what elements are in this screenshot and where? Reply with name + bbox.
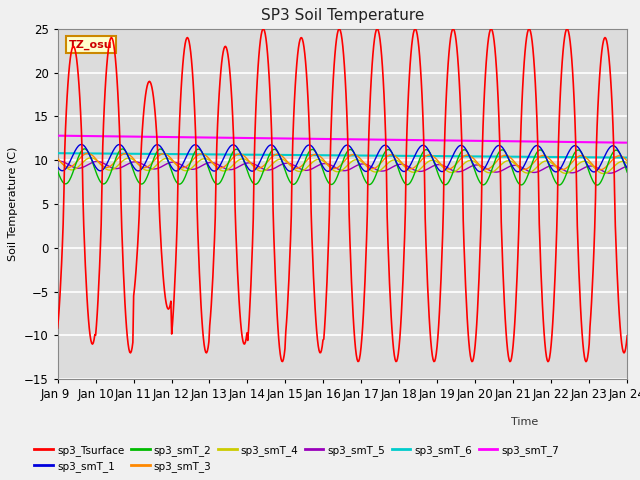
Text: TZ_osu: TZ_osu <box>69 39 113 49</box>
Legend: sp3_Tsurface, sp3_smT_1, sp3_smT_2, sp3_smT_3, sp3_smT_4, sp3_smT_5, sp3_smT_6, : sp3_Tsurface, sp3_smT_1, sp3_smT_2, sp3_… <box>30 441 563 476</box>
Text: Time: Time <box>511 417 538 427</box>
Y-axis label: Soil Temperature (C): Soil Temperature (C) <box>8 147 19 261</box>
Title: SP3 Soil Temperature: SP3 Soil Temperature <box>260 9 424 24</box>
